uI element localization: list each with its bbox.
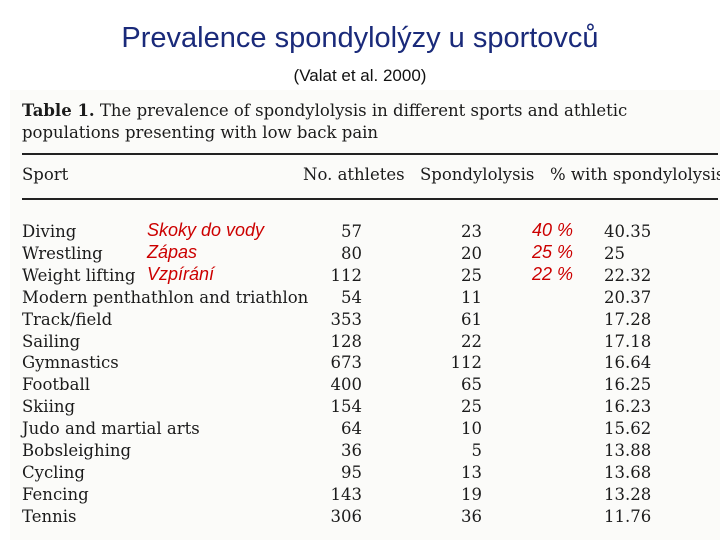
table-row: Skiing 154 25 16.23: [10, 397, 720, 419]
cell-percent: 15.62: [604, 419, 652, 439]
cell-sport: Track/field: [22, 309, 113, 329]
cell-athletes: 353: [330, 309, 363, 329]
table-row: Tennis 306 36 11.76: [10, 507, 720, 529]
czech-annotations: Skoky do vody Zápas Vzpírání: [147, 219, 264, 285]
cell-sport: Bobsleighing: [22, 441, 132, 460]
table-row: Football 400 65 16.25: [10, 375, 720, 397]
cell-sport: Gymnastics: [22, 353, 119, 373]
czech-name-weightlifting: Vzpírání: [147, 264, 215, 284]
table-row: Wrestling 80 20 25: [10, 244, 720, 266]
cell-athletes: 400: [330, 375, 363, 395]
cell-spondylolysis: 25: [461, 397, 482, 417]
cell-athletes: 112: [330, 265, 363, 285]
cell-athletes: 306: [330, 506, 363, 526]
cell-percent: 20.37: [604, 287, 652, 307]
cell-percent: 13.88: [604, 441, 652, 460]
cell-spondylolysis: 5: [471, 441, 483, 460]
slide-subtitle: (Valat et al. 2000): [293, 66, 427, 85]
cell-athletes: 54: [341, 287, 362, 307]
header-sport: Sport: [22, 165, 69, 184]
table-row: Weight lifting 112 25 22.32: [10, 266, 720, 288]
cell-spondylolysis: 10: [461, 419, 482, 439]
table-row: Diving 57 23 40.35: [10, 222, 720, 244]
cell-spondylolysis: 36: [461, 506, 482, 526]
cell-percent: 17.28: [604, 309, 652, 329]
cell-sport: Judo and martial arts: [22, 419, 200, 439]
cell-athletes: 64: [341, 419, 362, 439]
table-caption: Table 1. The prevalence of spondylolysis…: [22, 100, 712, 144]
table-row: Judo and martial arts 64 10 15.62: [10, 419, 720, 441]
percent-annotations: 40 % 25 % 22 %: [532, 219, 573, 285]
table-top-rule: [22, 153, 718, 155]
cell-percent: 17.18: [604, 331, 652, 351]
cell-athletes: 57: [341, 222, 362, 241]
cell-percent: 16.64: [604, 353, 652, 373]
cell-spondylolysis: 112: [450, 353, 483, 373]
cell-athletes: 36: [341, 441, 362, 460]
table-caption-text: The prevalence of spondylolysis in diffe…: [22, 101, 628, 142]
cell-spondylolysis: 23: [461, 222, 482, 241]
header-spondylolysis: Spondylolysis: [420, 165, 535, 184]
cell-percent: 16.25: [604, 375, 652, 395]
table-row: Bobsleighing 36 5 13.88: [10, 441, 720, 463]
cell-percent: 40.35: [604, 222, 652, 241]
cell-spondylolysis: 61: [461, 309, 482, 329]
cell-athletes: 80: [341, 243, 362, 263]
percent-annotation-diving: 40 %: [532, 220, 574, 240]
czech-name-wrestling: Zápas: [147, 242, 198, 262]
cell-spondylolysis: 22: [461, 331, 482, 351]
table-row: Fencing 143 19 13.28: [10, 485, 720, 507]
cell-sport: Fencing: [22, 484, 89, 504]
cell-sport: Skiing: [22, 397, 76, 417]
cell-sport: Tennis: [22, 506, 77, 526]
cell-athletes: 95: [341, 462, 362, 482]
percent-annotation-weightlifting: 22 %: [532, 264, 574, 284]
cell-sport: Cycling: [22, 462, 85, 482]
scanned-table: Table 1. The prevalence of spondylolysis…: [10, 90, 720, 540]
cell-spondylolysis: 25: [461, 265, 482, 285]
cell-percent: 16.23: [604, 397, 652, 417]
header-percent: % with spondylolysis: [550, 165, 720, 184]
cell-spondylolysis: 65: [461, 375, 482, 395]
table-row: Gymnastics 673 112 16.64: [10, 353, 720, 375]
table-header-rule: [22, 198, 718, 200]
cell-sport: Sailing: [22, 331, 81, 351]
cell-spondylolysis: 20: [461, 243, 482, 263]
cell-spondylolysis: 13: [461, 462, 482, 482]
cell-spondylolysis: 11: [461, 287, 482, 307]
table-row: Cycling 95 13 13.68: [10, 463, 720, 485]
header-athletes: No. athletes: [303, 165, 405, 184]
table-caption-label: Table 1.: [22, 101, 95, 120]
cell-sport: Weight lifting: [22, 265, 136, 285]
cell-athletes: 143: [330, 484, 363, 504]
cell-sport: Diving: [22, 222, 77, 241]
percent-annotation-wrestling: 25 %: [532, 242, 574, 262]
cell-percent: 13.28: [604, 484, 652, 504]
cell-percent: 11.76: [604, 506, 652, 526]
cell-athletes: 128: [330, 331, 363, 351]
table-row: Modern penthathlon and triathlon 54 11 20.3…: [10, 288, 720, 310]
cell-percent: 13.68: [604, 462, 652, 482]
table-row: Sailing 128 22 17.18: [10, 332, 720, 354]
cell-sport: Wrestling: [22, 243, 103, 263]
cell-sport: Football: [22, 375, 90, 395]
cell-spondylolysis: 19: [461, 484, 482, 504]
table-row: Track/field 353 61 17.28: [10, 310, 720, 332]
cell-athletes: 154: [330, 397, 363, 417]
slide-title: Prevalence spondylolýzy u sportovců: [121, 22, 599, 54]
cell-athletes: 673: [330, 353, 363, 373]
cell-sport: Modern penthathlon and triathlon: [22, 287, 309, 307]
cell-percent: 25: [604, 243, 625, 263]
czech-name-diving: Skoky do vody: [147, 220, 265, 240]
cell-percent: 22.32: [604, 265, 652, 285]
